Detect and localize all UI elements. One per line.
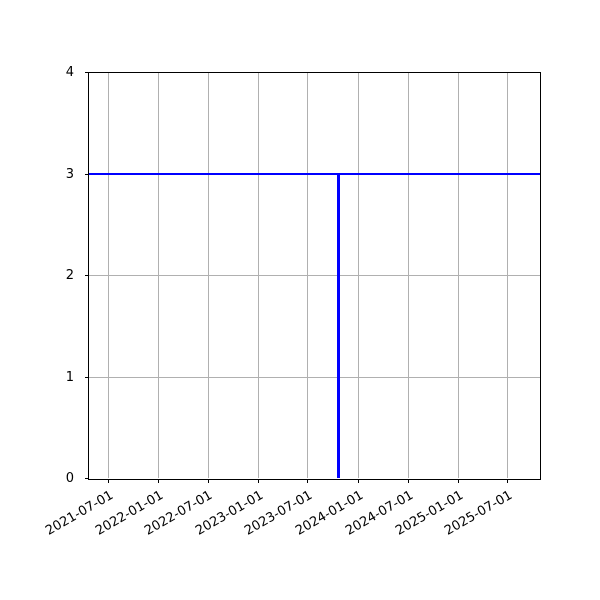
x-tick [457, 478, 459, 483]
y-gridline [89, 275, 540, 277]
y-tick-label: 4 [65, 65, 74, 81]
x-tick [307, 478, 309, 483]
x-tick [257, 478, 259, 483]
y-tick-label: 2 [65, 268, 74, 284]
x-tick [207, 478, 209, 483]
x-tick [357, 478, 359, 483]
x-tick [158, 478, 159, 483]
y-tick [84, 173, 89, 175]
y-tick [84, 376, 89, 378]
series-segment [89, 173, 339, 176]
x-tick [507, 478, 509, 483]
y-tick [84, 478, 89, 479]
y-tick-label: 3 [65, 166, 74, 182]
y-tick-label: 0 [65, 471, 74, 486]
x-tick [107, 478, 109, 483]
y-gridline [89, 376, 540, 378]
series-segment [337, 174, 341, 479]
y-tick [84, 72, 89, 74]
y-tick [84, 275, 89, 277]
series-segment [338, 173, 540, 176]
x-tick [407, 478, 409, 483]
y-tick-label: 1 [65, 369, 74, 385]
